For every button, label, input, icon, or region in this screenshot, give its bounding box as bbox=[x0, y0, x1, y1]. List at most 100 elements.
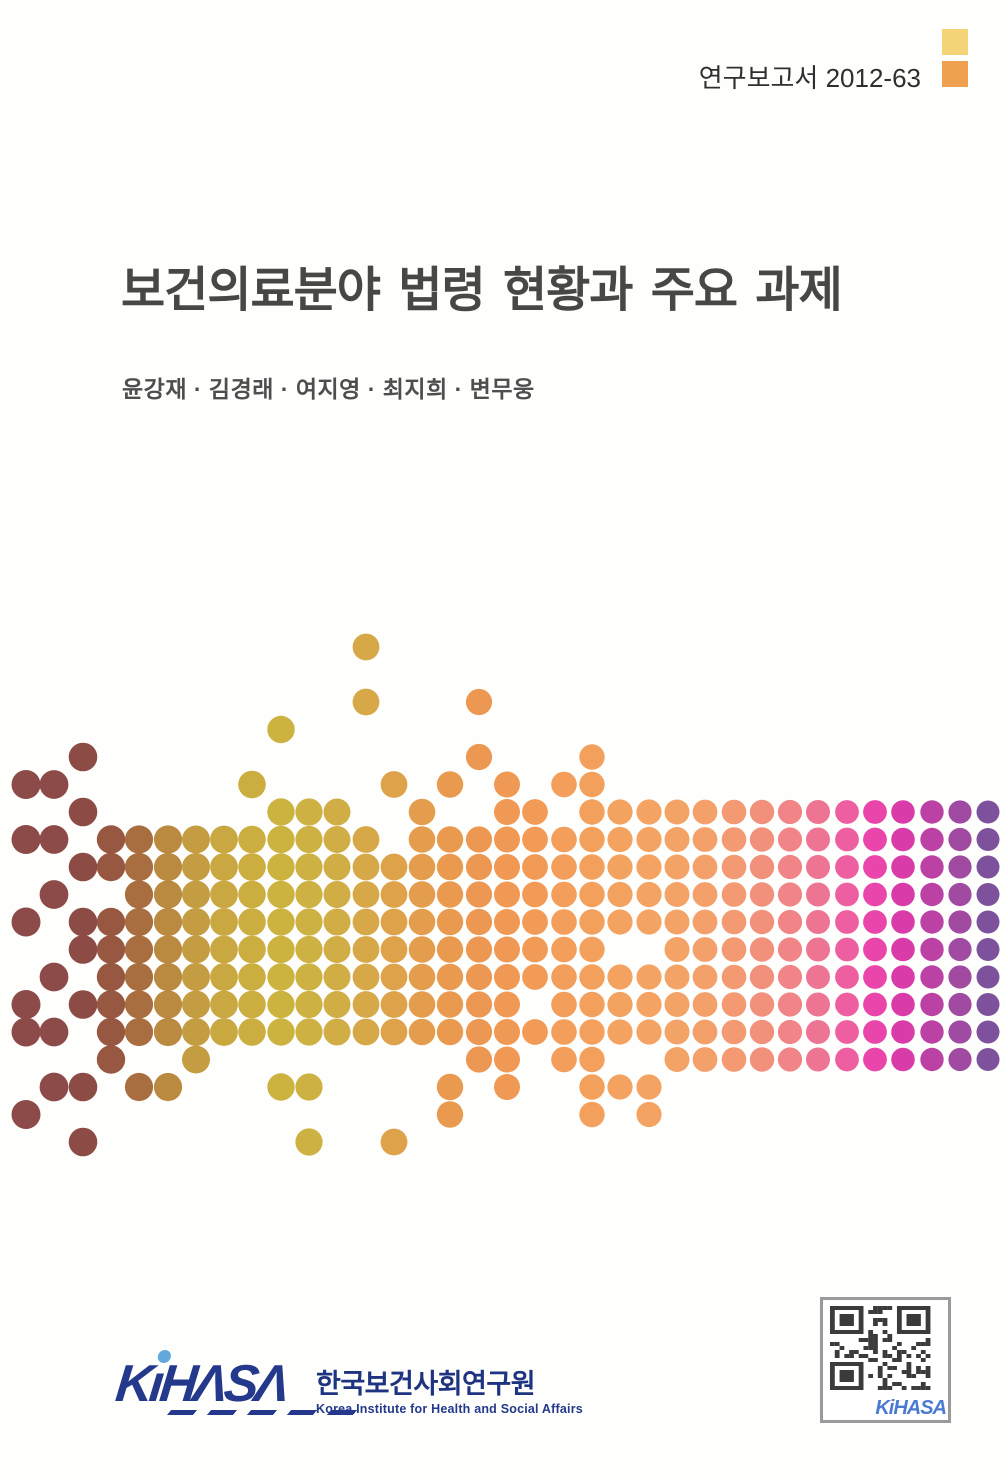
dot bbox=[863, 992, 887, 1017]
dot bbox=[920, 882, 944, 907]
dot bbox=[891, 800, 915, 824]
dot bbox=[465, 826, 493, 853]
dot bbox=[352, 853, 380, 881]
dot bbox=[380, 1128, 408, 1156]
dot bbox=[352, 936, 380, 963]
dot bbox=[664, 827, 690, 852]
dot bbox=[352, 826, 380, 853]
dot bbox=[124, 880, 154, 909]
dot bbox=[749, 1047, 775, 1072]
dot bbox=[39, 770, 69, 799]
dot bbox=[579, 909, 605, 935]
dot bbox=[295, 798, 323, 826]
dot bbox=[692, 854, 718, 880]
dot bbox=[238, 963, 266, 991]
dot bbox=[96, 907, 126, 937]
dot bbox=[948, 855, 972, 879]
dot bbox=[891, 910, 915, 934]
dot bbox=[182, 908, 210, 936]
dot bbox=[295, 908, 323, 936]
dot bbox=[777, 882, 803, 907]
dot bbox=[436, 771, 464, 798]
dot bbox=[749, 827, 775, 852]
dot bbox=[408, 936, 436, 963]
dot bbox=[806, 910, 830, 934]
dot bbox=[835, 937, 859, 962]
dot bbox=[323, 963, 351, 991]
dot bbox=[777, 909, 803, 935]
dot bbox=[806, 882, 830, 907]
dot bbox=[551, 881, 577, 908]
dot bbox=[806, 1047, 830, 1072]
dot bbox=[863, 1047, 887, 1072]
dot bbox=[749, 992, 775, 1017]
dot bbox=[948, 965, 972, 989]
dot bbox=[522, 909, 548, 935]
dot bbox=[39, 880, 69, 909]
dot bbox=[636, 854, 662, 880]
dot bbox=[636, 826, 662, 853]
dot bbox=[976, 910, 1000, 934]
dot bbox=[267, 963, 295, 991]
dot bbox=[153, 990, 183, 1019]
dot bbox=[11, 770, 41, 799]
dot bbox=[124, 990, 154, 1019]
dot bbox=[891, 937, 915, 962]
dot bbox=[636, 881, 662, 908]
dot bbox=[636, 1074, 662, 1100]
dot bbox=[692, 1019, 718, 1045]
dot bbox=[352, 1018, 380, 1046]
dot bbox=[749, 1019, 775, 1045]
kihasa-logo: KıHΛSΛ 한국보건사회연구원 Korea Institute for Hea… bbox=[113, 1350, 586, 1428]
dot bbox=[607, 881, 633, 908]
dot bbox=[436, 1073, 464, 1101]
dot bbox=[494, 1019, 520, 1045]
dot bbox=[835, 1047, 859, 1072]
dot bbox=[579, 799, 605, 825]
dot bbox=[124, 907, 154, 937]
dot bbox=[777, 1047, 803, 1072]
dot bbox=[664, 799, 690, 825]
dot bbox=[891, 882, 915, 907]
dot bbox=[721, 1019, 747, 1045]
dot bbox=[96, 852, 126, 882]
dot bbox=[920, 992, 944, 1017]
dot bbox=[948, 1047, 972, 1072]
dot bbox=[68, 852, 98, 882]
dot bbox=[295, 990, 323, 1019]
dot bbox=[436, 991, 464, 1018]
dot bbox=[777, 992, 803, 1017]
dot bbox=[721, 799, 747, 825]
dot bbox=[664, 909, 690, 935]
dot bbox=[267, 715, 295, 744]
dot bbox=[68, 1072, 98, 1102]
dot bbox=[380, 853, 408, 881]
dot bbox=[948, 937, 972, 962]
dot bbox=[96, 935, 126, 964]
dot bbox=[210, 880, 238, 909]
dot bbox=[494, 799, 520, 825]
dot bbox=[494, 1074, 520, 1100]
dot bbox=[976, 938, 1000, 961]
dot bbox=[465, 963, 493, 991]
dot bbox=[863, 800, 887, 824]
dot bbox=[636, 991, 662, 1018]
dot bbox=[380, 963, 408, 991]
dot bbox=[976, 1020, 1000, 1044]
dot bbox=[182, 990, 210, 1019]
dot bbox=[465, 936, 493, 963]
dot bbox=[494, 1046, 520, 1073]
dot bbox=[11, 1100, 41, 1129]
dot bbox=[323, 908, 351, 936]
dot bbox=[721, 937, 747, 962]
dot bbox=[664, 854, 690, 880]
dot bbox=[238, 770, 266, 799]
dot bbox=[238, 1018, 266, 1046]
dot bbox=[835, 882, 859, 907]
dot bbox=[436, 908, 464, 936]
dot bbox=[948, 992, 972, 1017]
dot bbox=[835, 965, 859, 989]
dot bbox=[522, 881, 548, 908]
dot bbox=[522, 854, 548, 880]
dot bbox=[295, 1073, 323, 1101]
